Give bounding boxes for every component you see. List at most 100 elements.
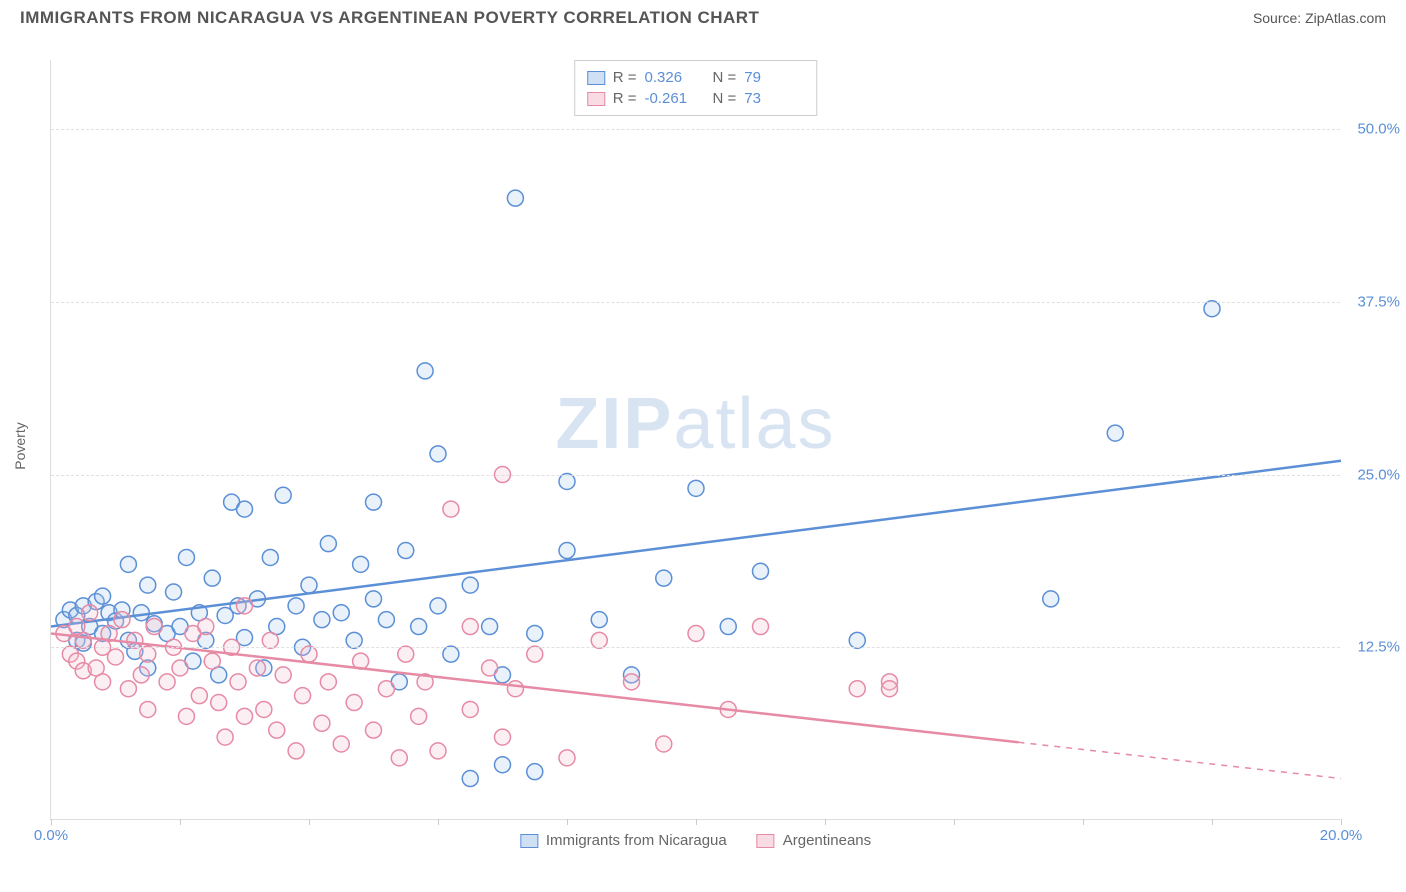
data-point (237, 708, 253, 724)
data-point (720, 619, 736, 635)
header-bar: IMMIGRANTS FROM NICARAGUA VS ARGENTINEAN… (0, 0, 1406, 32)
data-point (120, 681, 136, 697)
data-point (753, 619, 769, 635)
data-point (172, 660, 188, 676)
x-tick-mark (1083, 819, 1084, 825)
data-point (398, 543, 414, 559)
data-point (882, 681, 898, 697)
data-point (559, 543, 575, 559)
data-point (462, 619, 478, 635)
data-point (495, 729, 511, 745)
legend-swatch-blue (587, 71, 605, 85)
data-point (366, 591, 382, 607)
data-point (527, 625, 543, 641)
data-point (346, 632, 362, 648)
data-point (656, 570, 672, 586)
data-point (140, 646, 156, 662)
x-tick-mark (1212, 819, 1213, 825)
legend-swatch-pink (587, 92, 605, 106)
x-tick-mark (1341, 819, 1342, 825)
data-point (849, 632, 865, 648)
x-tick-label: 0.0% (34, 827, 68, 844)
data-point (443, 646, 459, 662)
data-point (1204, 301, 1220, 317)
data-point (411, 619, 427, 635)
data-point (430, 446, 446, 462)
data-point (95, 674, 111, 690)
data-point (314, 715, 330, 731)
legend-item-nicaragua: Immigrants from Nicaragua (520, 832, 727, 849)
data-point (140, 577, 156, 593)
data-point (591, 632, 607, 648)
data-point (482, 619, 498, 635)
gridline (51, 475, 1340, 476)
data-point (114, 612, 130, 628)
data-point (95, 588, 111, 604)
x-tick-mark (954, 819, 955, 825)
r-value-2: -0.261 (645, 90, 705, 107)
data-point (133, 667, 149, 683)
r-value-1: 0.326 (645, 69, 705, 86)
data-point (82, 605, 98, 621)
x-tick-mark (438, 819, 439, 825)
data-point (288, 598, 304, 614)
data-point (624, 674, 640, 690)
data-point (140, 701, 156, 717)
data-point (178, 549, 194, 565)
data-point (262, 632, 278, 648)
data-point (333, 605, 349, 621)
data-point (108, 649, 124, 665)
data-point (378, 612, 394, 628)
y-tick-label: 50.0% (1357, 121, 1400, 138)
trend-line-extrapolated (1019, 742, 1342, 778)
y-tick-label: 37.5% (1357, 293, 1400, 310)
data-point (166, 584, 182, 600)
data-point (527, 764, 543, 780)
correlation-legend: R = 0.326 N = 79 R = -0.261 N = 73 (574, 60, 818, 116)
data-point (288, 743, 304, 759)
data-point (120, 556, 136, 572)
data-point (495, 757, 511, 773)
data-point (249, 660, 265, 676)
source-attribution: Source: ZipAtlas.com (1253, 10, 1386, 26)
data-point (411, 708, 427, 724)
data-point (398, 646, 414, 662)
r-label-1: R = (613, 69, 637, 86)
data-point (159, 674, 175, 690)
data-point (688, 625, 704, 641)
data-point (559, 473, 575, 489)
data-point (320, 674, 336, 690)
data-point (1043, 591, 1059, 607)
data-point (333, 736, 349, 752)
x-tick-mark (696, 819, 697, 825)
data-point (849, 681, 865, 697)
legend-row-series2: R = -0.261 N = 73 (587, 88, 805, 109)
gridline (51, 302, 1340, 303)
data-point (275, 667, 291, 683)
legend-label-argentineans: Argentineans (783, 832, 871, 849)
data-point (527, 646, 543, 662)
x-tick-mark (567, 819, 568, 825)
legend-row-series1: R = 0.326 N = 79 (587, 67, 805, 88)
scatter-svg (51, 60, 1340, 819)
data-point (462, 577, 478, 593)
data-point (301, 646, 317, 662)
gridline (51, 647, 1340, 648)
data-point (256, 701, 272, 717)
legend-swatch-argentineans (757, 834, 775, 848)
data-point (591, 612, 607, 628)
data-point (204, 570, 220, 586)
data-point (346, 695, 362, 711)
data-point (462, 771, 478, 787)
data-point (178, 708, 194, 724)
y-tick-label: 25.0% (1357, 466, 1400, 483)
data-point (301, 577, 317, 593)
n-value-1: 79 (744, 69, 804, 86)
chart-plot-area: ZIPatlas R = 0.326 N = 79 R = -0.261 N =… (50, 60, 1340, 820)
data-point (353, 556, 369, 572)
data-point (198, 619, 214, 635)
data-point (262, 549, 278, 565)
data-point (127, 632, 143, 648)
data-point (211, 695, 227, 711)
series-legend: Immigrants from Nicaragua Argentineans (520, 832, 871, 849)
